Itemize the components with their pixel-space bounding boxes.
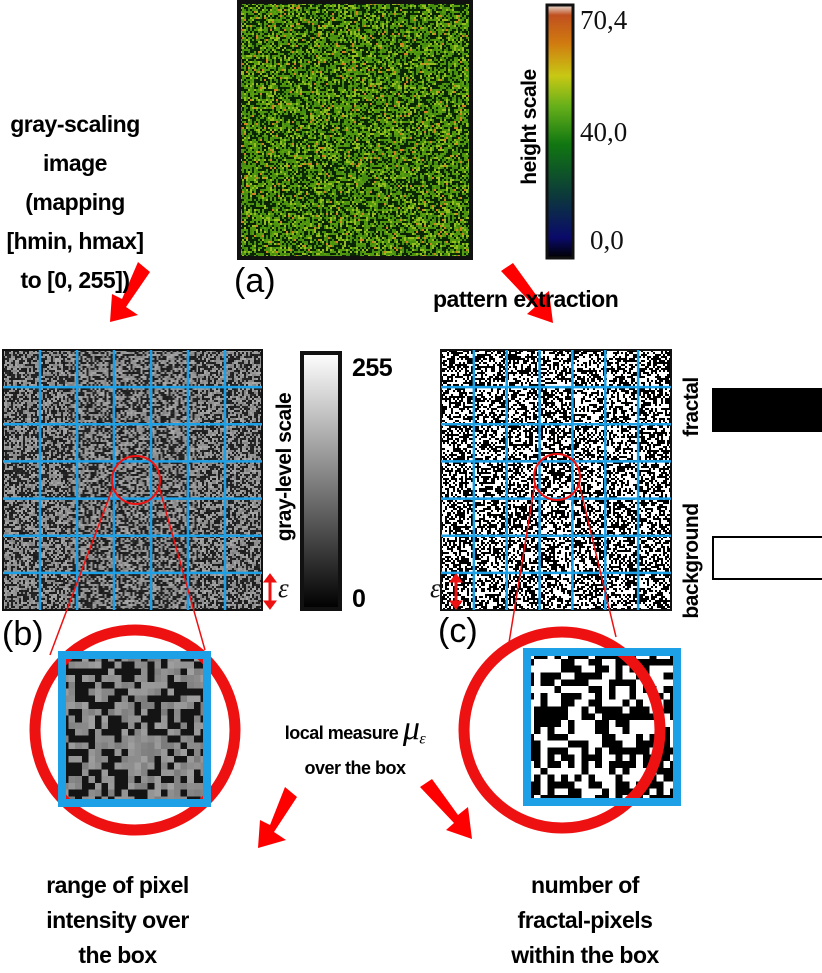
fractal-count-note: number of fractal-pixels within the box bbox=[470, 868, 700, 973]
gray-tick-min: 0 bbox=[352, 585, 365, 614]
height-tick-min: 0,0 bbox=[590, 225, 624, 256]
legend-fractal-label: fractal bbox=[680, 357, 704, 457]
image-a-frame bbox=[239, 2, 471, 258]
epsilon-arrow-b bbox=[264, 574, 276, 609]
image-b-frame bbox=[3, 350, 262, 610]
box-grid-b bbox=[3, 350, 262, 610]
note-line: gray-scaling bbox=[0, 105, 150, 144]
grayscaling-note: gray-scaling image (mapping [hmin, hmax]… bbox=[0, 105, 150, 300]
panel-c-label: (c) bbox=[438, 612, 478, 651]
selected-box-circle-b bbox=[112, 456, 160, 504]
epsilon-b: ε bbox=[278, 573, 289, 604]
mu-symbol: μ bbox=[403, 710, 420, 747]
note-line: number of bbox=[470, 868, 700, 903]
height-tick-max: 70,4 bbox=[580, 5, 627, 36]
panel-b-label: (b) bbox=[2, 615, 44, 654]
arrow-to-count bbox=[420, 779, 472, 839]
zoom-line bbox=[579, 483, 616, 637]
image-c-frame bbox=[441, 350, 671, 610]
legend-background-label: background bbox=[680, 496, 704, 626]
legend-background-swatch bbox=[713, 537, 822, 579]
zoom-box-frame-b bbox=[62, 655, 207, 803]
range-intensity-note: range of pixel intensity over the box bbox=[5, 868, 230, 973]
epsilon-arrow-c bbox=[450, 574, 462, 609]
height-scale-title: height scale bbox=[518, 67, 542, 187]
pattern-extraction-note: pattern extraction bbox=[433, 286, 618, 313]
arrow-to-range bbox=[258, 787, 297, 848]
epsilon-c: ε bbox=[430, 573, 441, 604]
panel-a-label: (a) bbox=[234, 262, 276, 301]
zoom-line bbox=[507, 483, 535, 655]
legend-fractal-swatch bbox=[712, 388, 822, 432]
zoom-line bbox=[159, 487, 205, 650]
height-colorbar bbox=[547, 5, 573, 258]
gray-scale-title: gray-level scale bbox=[273, 392, 297, 542]
height-tick-mid: 40,0 bbox=[580, 117, 627, 148]
note-line: to [0, 255]) bbox=[0, 261, 150, 300]
note-line: range of pixel bbox=[5, 868, 230, 903]
local-measure-note: local measure με over the box bbox=[255, 712, 455, 785]
note-line: local measure bbox=[285, 723, 399, 743]
gray-colorbar bbox=[302, 353, 340, 609]
box-grid-c bbox=[441, 350, 671, 610]
note-line: fractal-pixels bbox=[470, 903, 700, 938]
note-line: image bbox=[0, 144, 150, 183]
gray-tick-max: 255 bbox=[352, 354, 392, 383]
note-line: (mapping bbox=[0, 183, 150, 222]
note-line: [hmin, hmax] bbox=[0, 222, 150, 261]
mu-subscript: ε bbox=[419, 731, 425, 748]
note-line: intensity over bbox=[5, 903, 230, 938]
